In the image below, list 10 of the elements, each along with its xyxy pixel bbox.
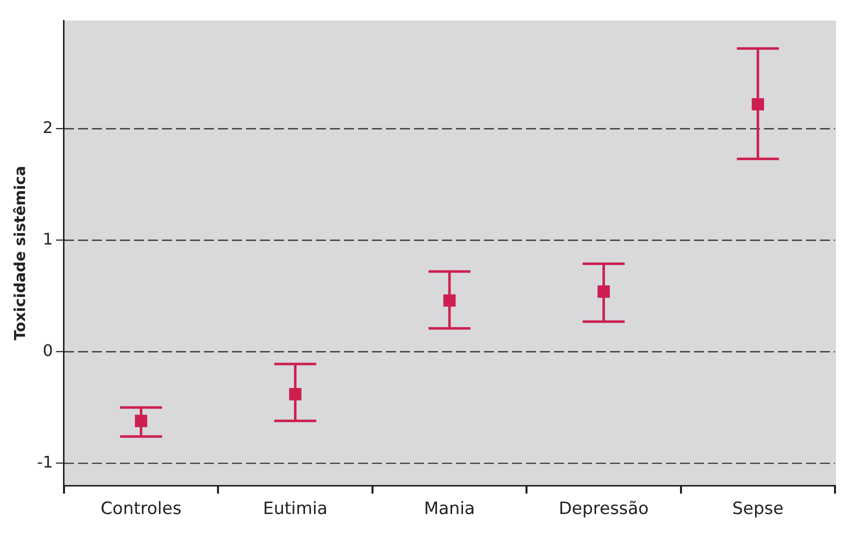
- y-axis-title: Toxicidade sistêmica: [10, 166, 29, 340]
- y-tick-label: 0: [42, 340, 53, 360]
- x-tick-label: Sepse: [732, 499, 784, 520]
- x-tick-label: Depressão: [558, 499, 649, 520]
- y-tick-label: 2: [42, 118, 53, 137]
- y-tick-label: -1: [37, 452, 53, 472]
- x-tick-label: Controles: [100, 499, 182, 520]
- y-tick-label: 1: [42, 229, 53, 248]
- x-tick-label: Eutimia: [262, 499, 328, 520]
- x-tick-label: Mania: [424, 499, 475, 520]
